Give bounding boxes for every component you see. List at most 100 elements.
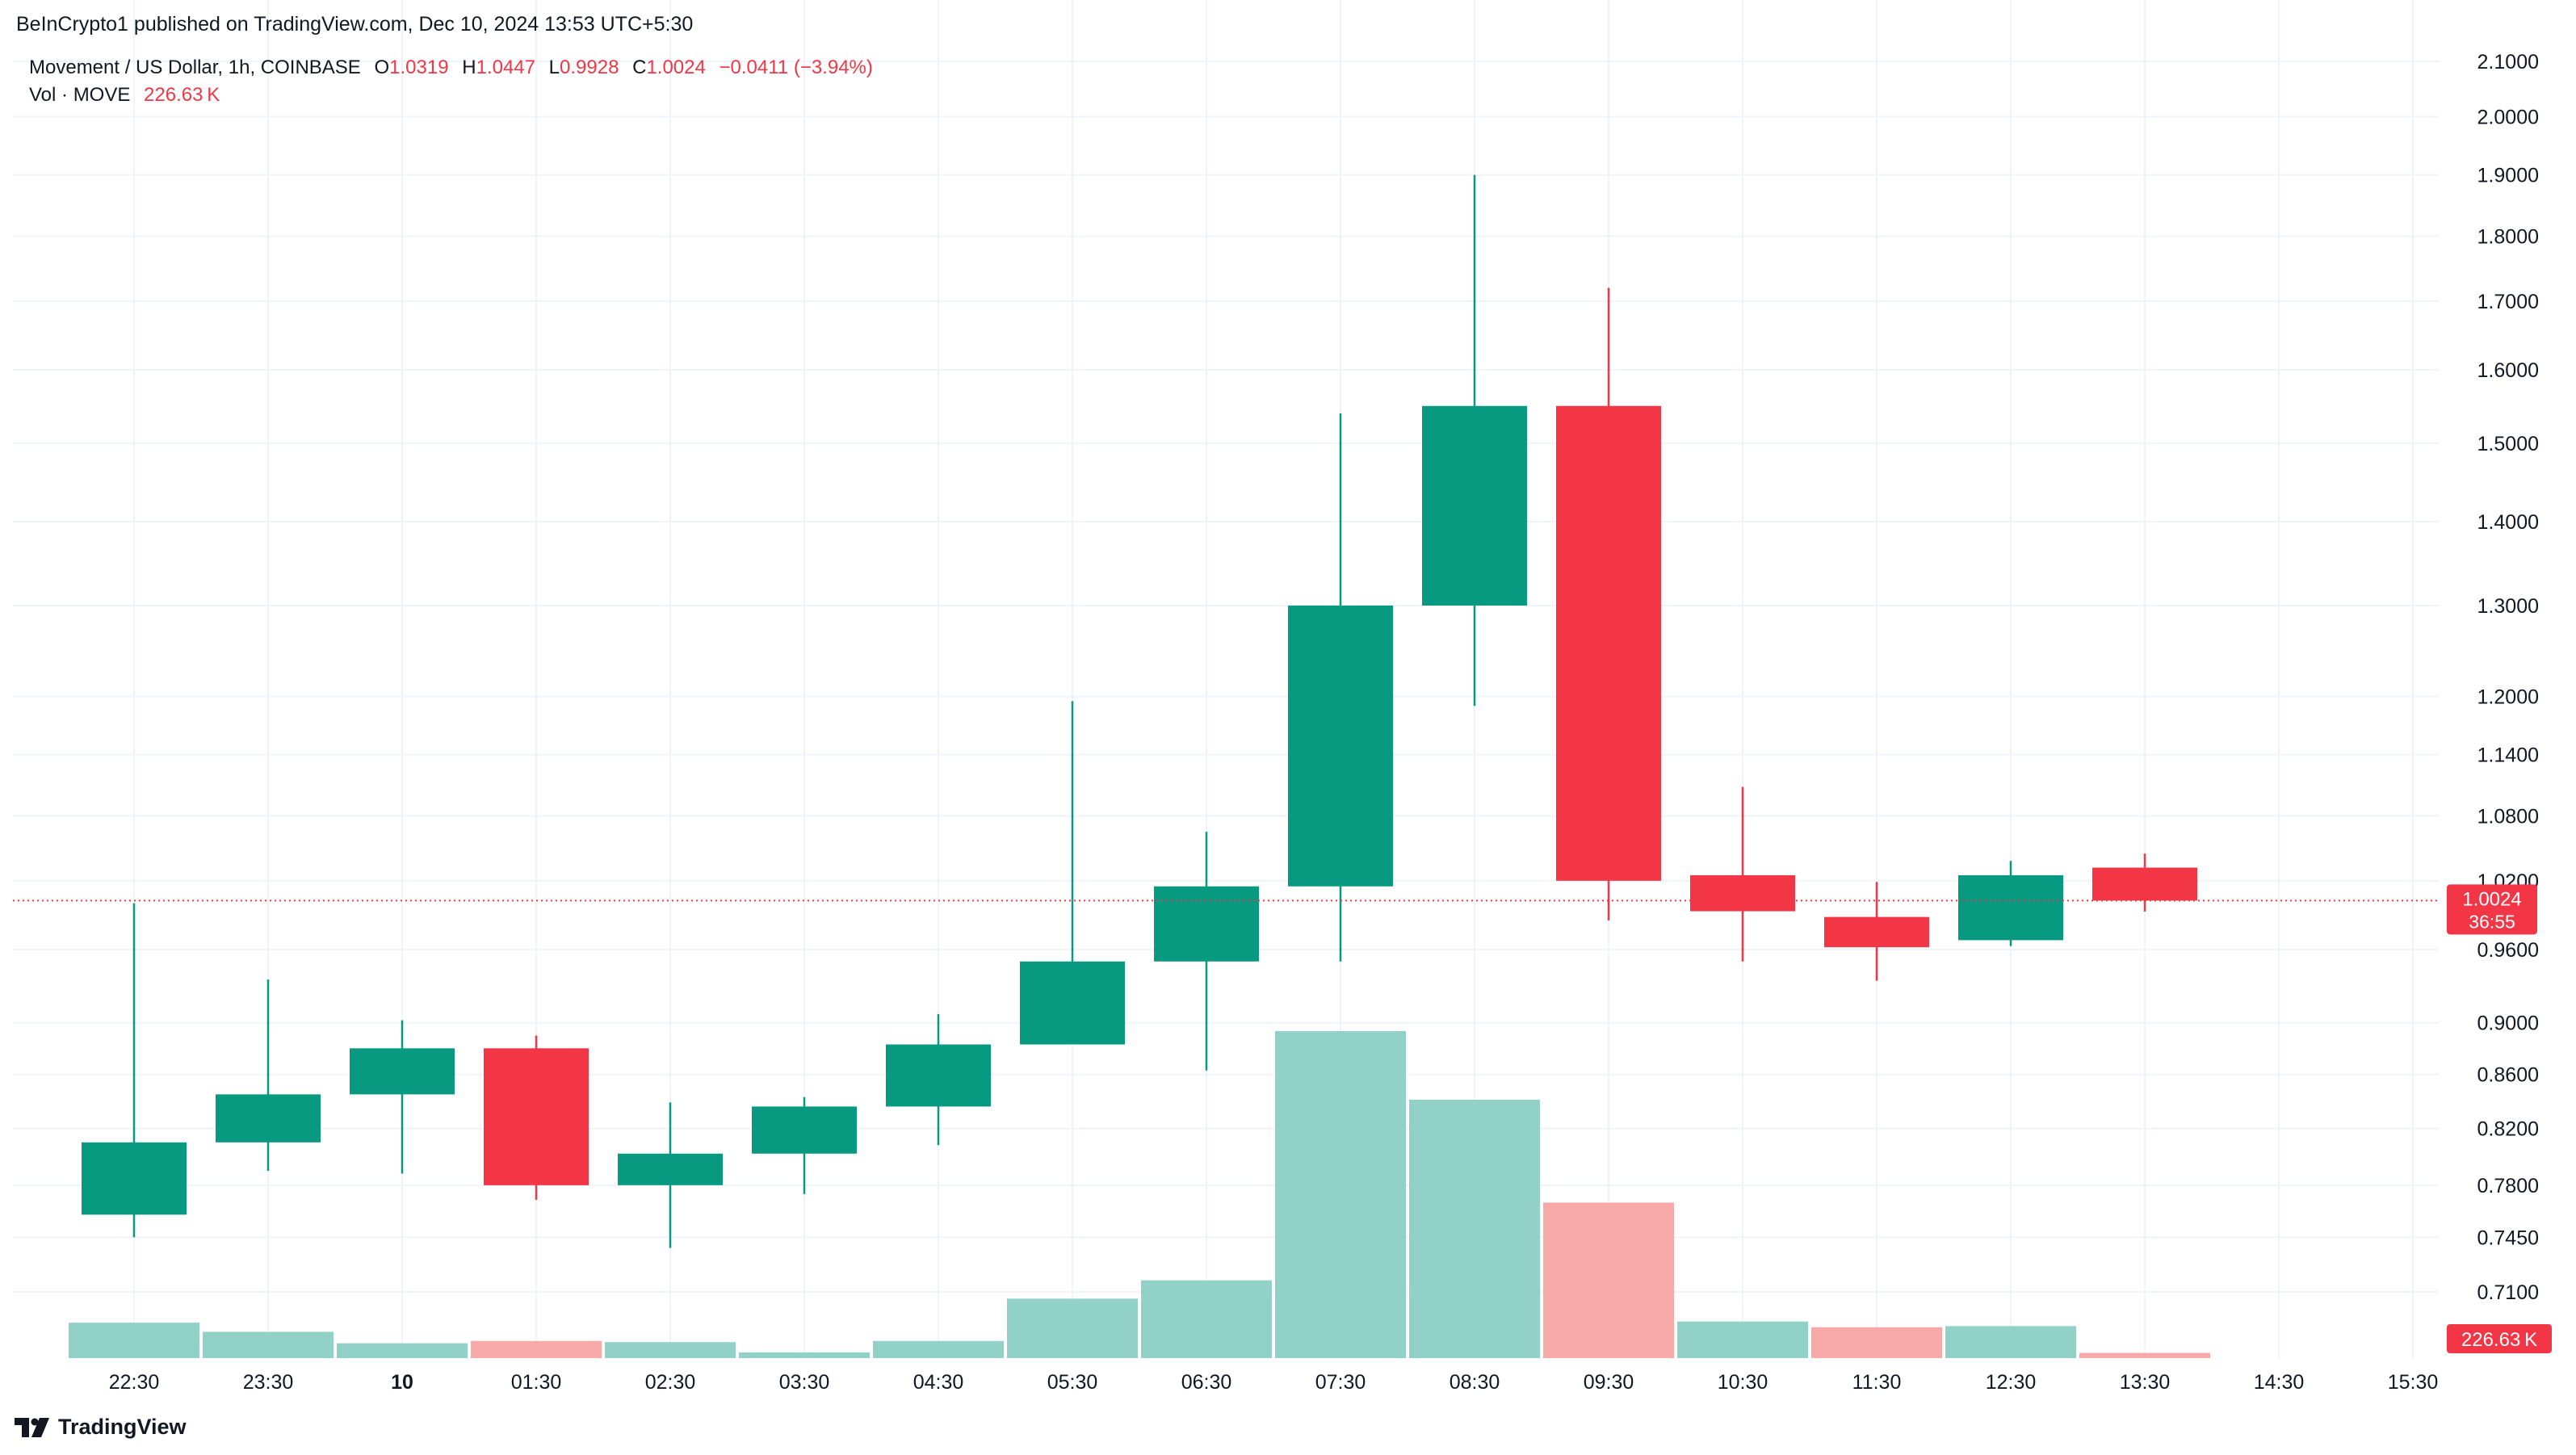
time-tick-label: 14:30 xyxy=(2254,1371,2305,1394)
time-tick-label: 08:30 xyxy=(1450,1371,1500,1394)
volume-bar xyxy=(471,1340,602,1358)
volume-bar xyxy=(873,1340,1004,1358)
candle-body xyxy=(1690,874,1795,912)
volume-bar xyxy=(1409,1099,1540,1358)
time-tick-label: 13:30 xyxy=(2120,1371,2171,1394)
publisher-line: BeInCrypto1 published on TradingView.com… xyxy=(16,13,694,36)
low-label: L xyxy=(548,57,560,78)
symbol-title[interactable]: Movement / US Dollar, 1h, COINBASE xyxy=(29,57,361,78)
volume-bar xyxy=(1275,1031,1406,1358)
volume-label[interactable]: Vol · MOVE xyxy=(29,84,131,106)
price-axis[interactable]: 2.1000 2.0000 1.9000 1.8000 1.7000 1.6000 1.50… xyxy=(2447,51,2552,1353)
price-tick-label: 2.0000 xyxy=(2477,107,2539,129)
candle xyxy=(82,903,187,1238)
candle-body xyxy=(484,1048,589,1185)
volume-bar xyxy=(1811,1327,1942,1358)
candle-body xyxy=(1422,405,1527,606)
close-label: C xyxy=(632,57,647,78)
price-tick-label: 1.8000 xyxy=(2477,226,2539,249)
high-label: H xyxy=(462,57,476,78)
last-price-value: 1.0024 xyxy=(2462,888,2521,910)
candle xyxy=(1422,174,1527,707)
price-tick-label: 0.7100 xyxy=(2477,1281,2539,1304)
last-volume-value: 226.63 K xyxy=(2461,1329,2537,1351)
price-tick-label: 1.9000 xyxy=(2477,165,2539,187)
time-tick-label: 07:30 xyxy=(1315,1371,1366,1394)
time-tick-label: 23:30 xyxy=(243,1371,294,1394)
candle xyxy=(618,1102,723,1248)
last-price-badge xyxy=(2447,884,2537,935)
price-tick-label: 0.7450 xyxy=(2477,1226,2539,1249)
candle-body xyxy=(1154,886,1259,962)
tradingview-logo[interactable]: TradingView xyxy=(15,1415,187,1440)
time-tick-label: 03:30 xyxy=(779,1371,830,1394)
volume-bar xyxy=(1677,1321,1808,1358)
open-label: O xyxy=(374,57,390,78)
candle-body xyxy=(1824,916,1929,948)
time-tick-label: 10:30 xyxy=(1718,1371,1768,1394)
price-tick-label: 0.9600 xyxy=(2477,939,2539,962)
candle xyxy=(484,1035,589,1200)
volume-bar xyxy=(1945,1326,2076,1358)
time-tick-label: 01:30 xyxy=(511,1371,562,1394)
brand-label: TradingView xyxy=(58,1415,187,1439)
volume-bar xyxy=(203,1331,334,1358)
candle-body xyxy=(886,1044,991,1107)
close-value: 1.0024 xyxy=(646,57,706,78)
candle-body xyxy=(618,1153,723,1185)
candle-body xyxy=(82,1142,187,1215)
candle-body xyxy=(1020,961,1125,1045)
candle xyxy=(1824,882,1929,981)
candle xyxy=(752,1096,857,1194)
candle xyxy=(216,979,321,1171)
price-tick-label: 1.4000 xyxy=(2477,511,2539,534)
time-tick-label: 22:30 xyxy=(109,1371,160,1394)
open-value: 1.0319 xyxy=(389,57,449,78)
candle-body xyxy=(1556,405,1661,881)
time-axis[interactable]: 22:30 23:30 10 01:30 02:30 03:30 04:30 05:30 06:… xyxy=(109,1371,2439,1394)
volume-bar xyxy=(1543,1202,1674,1358)
time-tick-label: 10 xyxy=(391,1371,413,1394)
price-tick-label: 0.7800 xyxy=(2477,1175,2539,1197)
low-value: 0.9928 xyxy=(560,57,619,78)
time-tick-label: 12:30 xyxy=(1986,1371,2037,1394)
volume-bar xyxy=(739,1352,870,1358)
candle xyxy=(1556,287,1661,920)
price-tick-label: 1.7000 xyxy=(2477,291,2539,313)
candle-body xyxy=(1288,605,1393,887)
price-tick-label: 0.9000 xyxy=(2477,1013,2539,1035)
candle xyxy=(350,1020,455,1174)
price-tick-label: 2.1000 xyxy=(2477,51,2539,73)
price-tick-label: 0.8600 xyxy=(2477,1064,2539,1087)
volume-bar xyxy=(1007,1298,1138,1358)
time-tick-label: 06:30 xyxy=(1181,1371,1232,1394)
volume-bar xyxy=(69,1323,199,1358)
price-tick-label: 1.6000 xyxy=(2477,359,2539,382)
price-tick-label: 1.5000 xyxy=(2477,433,2539,455)
volume-pane xyxy=(69,1031,2210,1358)
time-tick-label: 15:30 xyxy=(2388,1371,2439,1394)
time-tick-label: 11:30 xyxy=(1852,1371,1902,1394)
price-tick-label: 1.3000 xyxy=(2477,595,2539,618)
volume-bar xyxy=(2079,1352,2210,1358)
candle-body xyxy=(350,1048,455,1095)
volume-value: 226.63 K xyxy=(144,84,220,106)
candle xyxy=(1288,413,1393,962)
high-value: 1.0447 xyxy=(476,57,535,78)
change-value: −0.0411 (−3.94%) xyxy=(719,57,873,78)
candle-body xyxy=(752,1106,857,1154)
volume-legend: Vol · MOVE 226.63 K xyxy=(29,84,220,107)
last-volume-badge xyxy=(2447,1324,2552,1353)
volume-bar xyxy=(605,1342,736,1358)
candle-body xyxy=(216,1094,321,1143)
symbol-legend: Movement / US Dollar, 1h, COINBASE O1.03… xyxy=(29,57,873,79)
bar-countdown: 36:55 xyxy=(2469,911,2515,932)
candle-body xyxy=(2092,867,2197,901)
time-tick-label: 09:30 xyxy=(1584,1371,1634,1394)
price-tick-label: 1.0800 xyxy=(2477,806,2539,828)
time-tick-label: 02:30 xyxy=(645,1371,696,1394)
time-tick-label: 04:30 xyxy=(913,1371,964,1394)
candle-body xyxy=(1958,874,2063,941)
candle xyxy=(2092,853,2197,912)
